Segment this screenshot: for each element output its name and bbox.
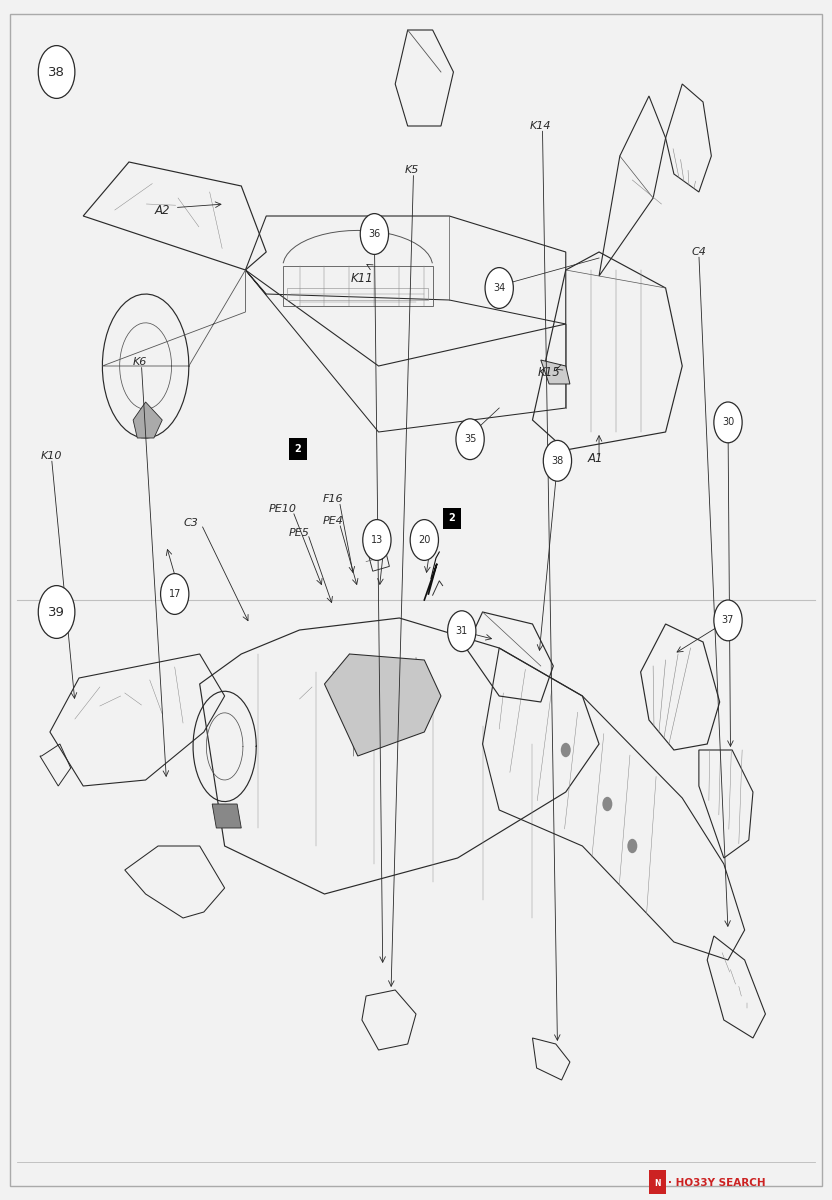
Text: 2: 2 — [448, 514, 455, 523]
Text: A2: A2 — [155, 204, 170, 216]
FancyBboxPatch shape — [649, 1170, 666, 1194]
Text: PE4: PE4 — [322, 516, 344, 526]
Text: 13: 13 — [371, 535, 383, 545]
Circle shape — [38, 586, 75, 638]
Text: K5: K5 — [404, 166, 419, 175]
Text: A1: A1 — [587, 452, 602, 464]
Text: F16: F16 — [323, 494, 343, 504]
Text: K11: K11 — [350, 272, 374, 284]
Text: 37: 37 — [722, 616, 734, 625]
Text: K10: K10 — [41, 451, 62, 461]
Circle shape — [363, 520, 391, 560]
Text: 30: 30 — [722, 418, 734, 427]
Text: 31: 31 — [456, 626, 468, 636]
Text: 38: 38 — [552, 456, 563, 466]
Circle shape — [714, 402, 742, 443]
Text: 17: 17 — [169, 589, 181, 599]
Text: 35: 35 — [464, 434, 476, 444]
Text: 20: 20 — [418, 535, 430, 545]
Text: 34: 34 — [493, 283, 505, 293]
Text: PE5: PE5 — [289, 528, 310, 538]
Circle shape — [456, 419, 484, 460]
Text: 38: 38 — [48, 66, 65, 78]
Polygon shape — [212, 804, 241, 828]
Circle shape — [602, 797, 612, 811]
FancyBboxPatch shape — [289, 438, 307, 460]
FancyBboxPatch shape — [443, 508, 461, 529]
Text: C4: C4 — [691, 247, 706, 257]
Text: · HO33Y SEARCH: · HO33Y SEARCH — [668, 1178, 765, 1188]
Circle shape — [410, 520, 438, 560]
Text: PE10: PE10 — [269, 504, 297, 514]
Text: K14: K14 — [530, 121, 552, 131]
Text: K6: K6 — [132, 358, 147, 367]
Circle shape — [627, 839, 637, 853]
Text: 36: 36 — [369, 229, 380, 239]
Circle shape — [485, 268, 513, 308]
Text: K15: K15 — [537, 366, 561, 378]
Circle shape — [543, 440, 572, 481]
Circle shape — [714, 600, 742, 641]
Polygon shape — [541, 360, 570, 384]
Polygon shape — [324, 654, 441, 756]
Text: 2: 2 — [295, 444, 301, 454]
Circle shape — [561, 743, 571, 757]
Text: 39: 39 — [48, 606, 65, 618]
Polygon shape — [133, 402, 162, 438]
Text: N: N — [654, 1178, 661, 1188]
Circle shape — [448, 611, 476, 652]
Text: C3: C3 — [184, 518, 199, 528]
Circle shape — [38, 46, 75, 98]
Circle shape — [161, 574, 189, 614]
Circle shape — [360, 214, 389, 254]
